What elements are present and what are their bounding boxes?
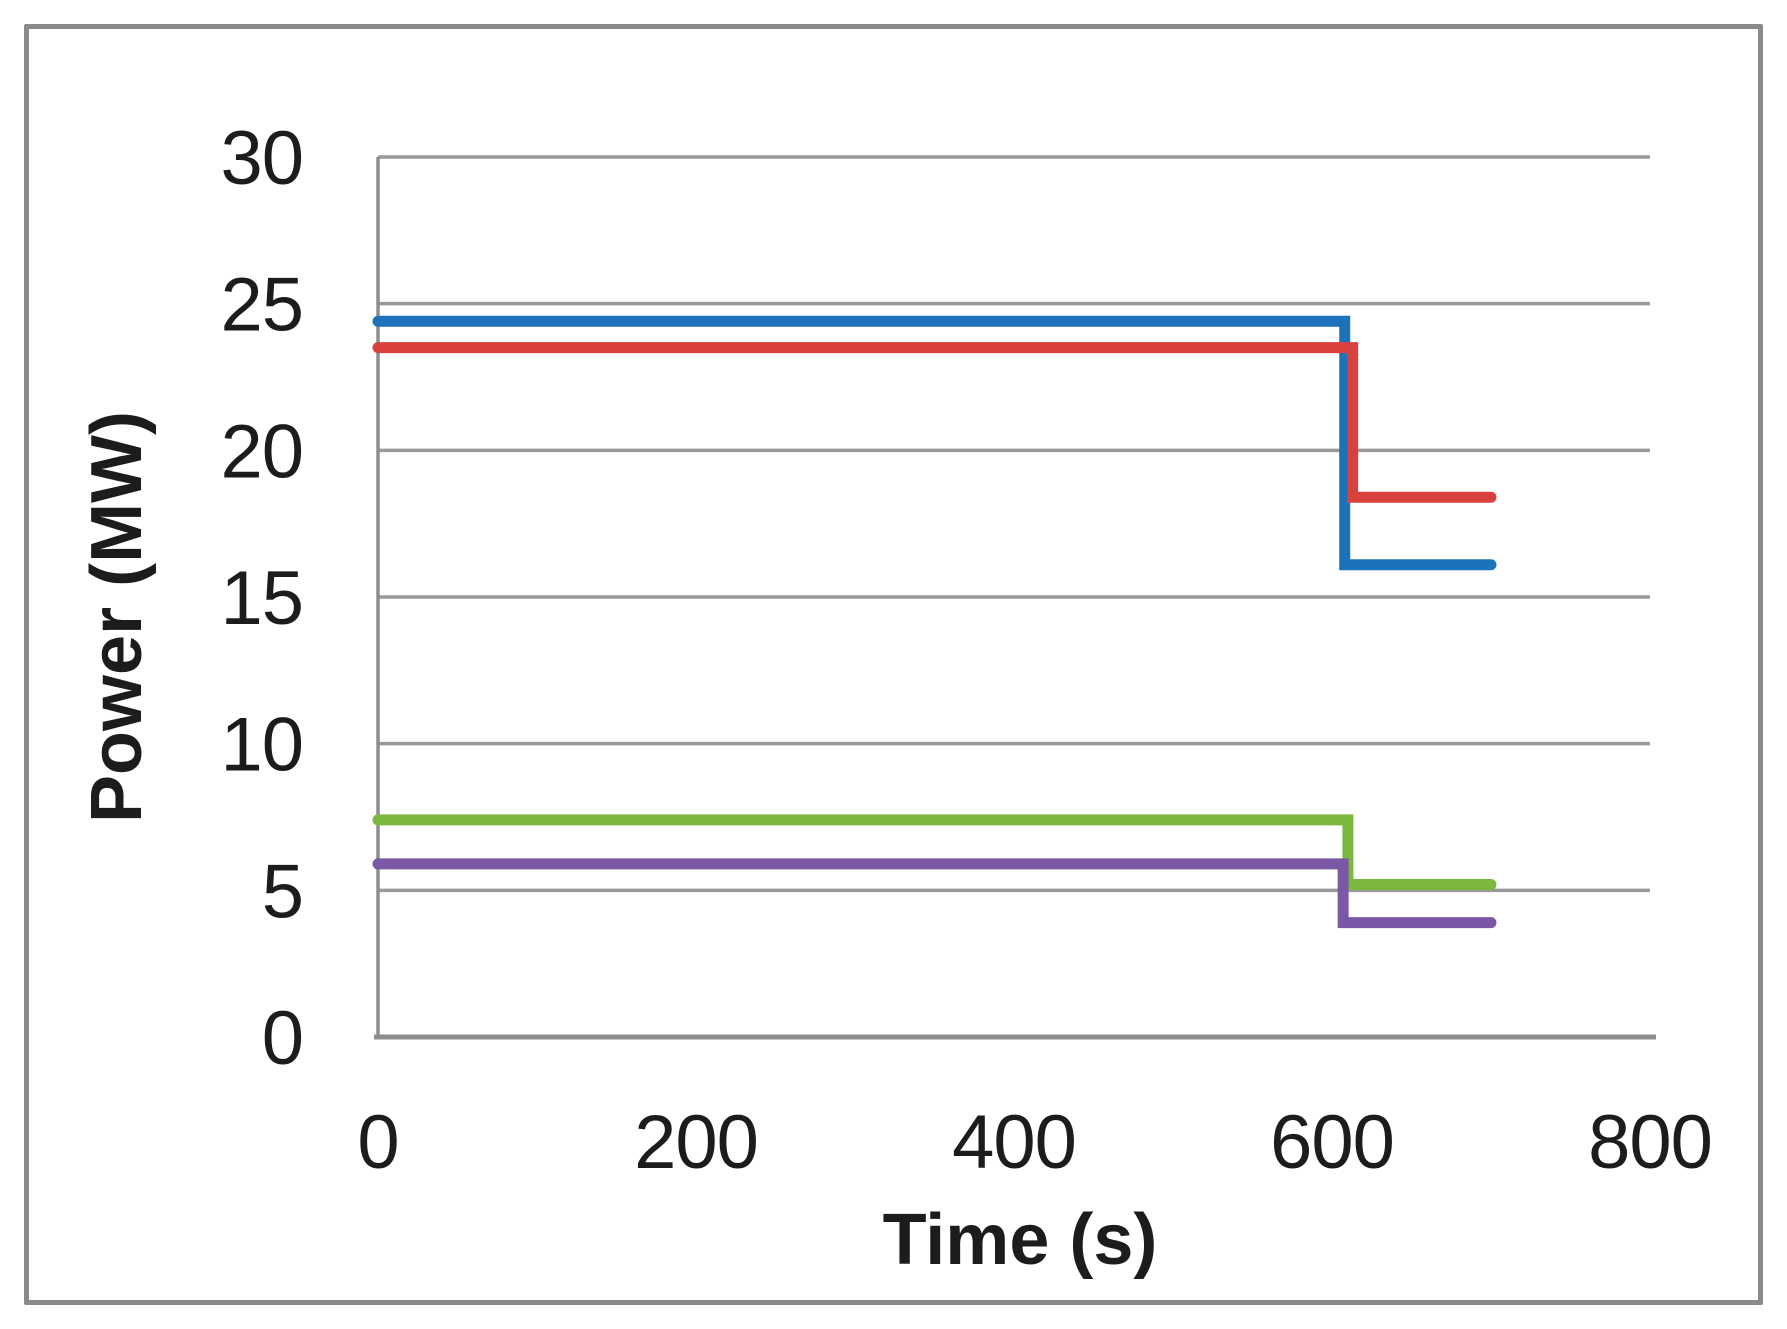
blue-series-line bbox=[372, 315, 1497, 571]
y-tick-label-30: 30 bbox=[220, 116, 303, 201]
red-series-line bbox=[372, 342, 1497, 503]
purple-series-line bbox=[372, 858, 1497, 929]
y-tick-label-10: 10 bbox=[220, 703, 303, 788]
x-tick-label-600: 600 bbox=[1270, 1100, 1394, 1185]
y-tick-label-15: 15 bbox=[220, 556, 303, 641]
x-tick-label-800: 800 bbox=[1588, 1100, 1712, 1185]
y-tick-label-20: 20 bbox=[220, 409, 303, 494]
x-tick-label-0: 0 bbox=[357, 1100, 398, 1185]
y-tick-label-25: 25 bbox=[220, 263, 303, 348]
x-tick-label-400: 400 bbox=[952, 1100, 1076, 1185]
x-axis-title: Time (s) bbox=[882, 1200, 1158, 1280]
x-tick-label-200: 200 bbox=[634, 1100, 758, 1185]
green-series-line bbox=[372, 814, 1497, 890]
y-tick-label-5: 5 bbox=[262, 849, 303, 934]
y-axis-title: Power (MW) bbox=[77, 411, 157, 823]
y-tick-label-0: 0 bbox=[262, 996, 303, 1081]
